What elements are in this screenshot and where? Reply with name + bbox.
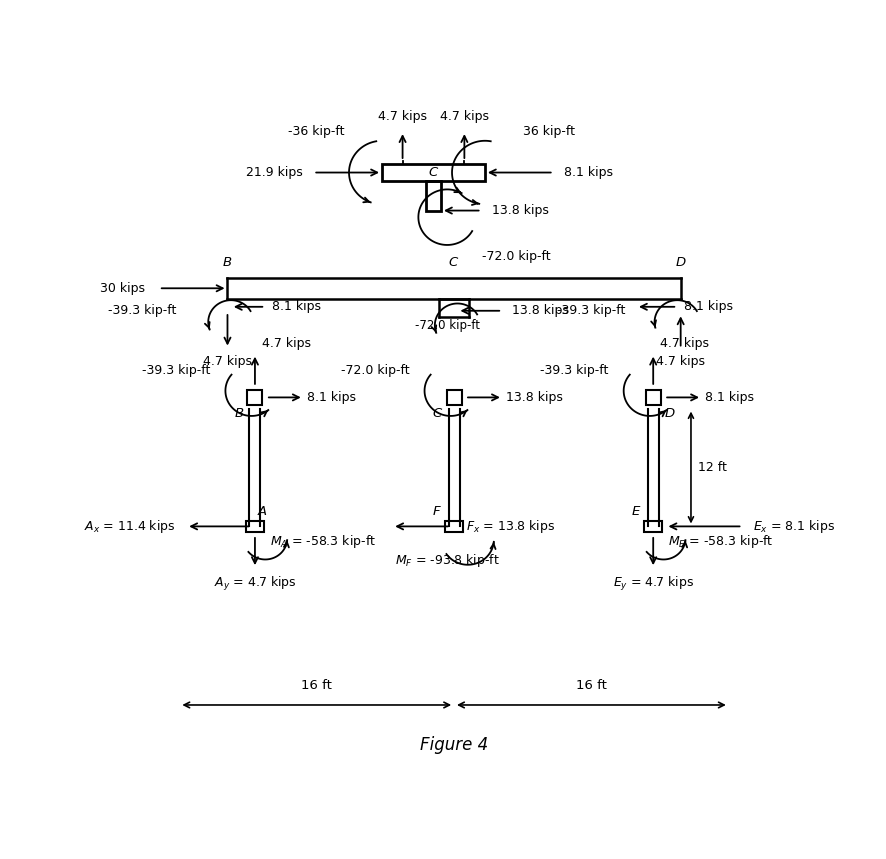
Text: Figure 4: Figure 4 bbox=[420, 735, 488, 753]
Text: $D$: $D$ bbox=[664, 407, 676, 420]
Text: 13.8 kips: 13.8 kips bbox=[492, 204, 548, 217]
Text: -39.3 kip-ft: -39.3 kip-ft bbox=[540, 364, 609, 377]
Bar bbox=[246, 521, 264, 532]
Text: $C$: $C$ bbox=[428, 166, 439, 179]
Bar bbox=[445, 521, 463, 532]
Text: $M_A$ = -58.3 kip-ft: $M_A$ = -58.3 kip-ft bbox=[270, 533, 376, 550]
Text: 13.8 kips: 13.8 kips bbox=[506, 391, 563, 404]
Text: 8.1 kips: 8.1 kips bbox=[705, 391, 754, 404]
Bar bbox=[447, 390, 462, 405]
Text: $E_x$ = 8.1 kips: $E_x$ = 8.1 kips bbox=[753, 518, 835, 535]
Text: $A_x$ = 11.4 kips: $A_x$ = 11.4 kips bbox=[84, 518, 176, 535]
Bar bbox=[247, 390, 262, 405]
Text: $B$: $B$ bbox=[222, 256, 233, 269]
Text: $F$: $F$ bbox=[432, 505, 442, 519]
Text: -36 kip-ft: -36 kip-ft bbox=[288, 125, 344, 138]
Text: 8.1 kips: 8.1 kips bbox=[307, 391, 356, 404]
Text: 4.7 kips: 4.7 kips bbox=[378, 110, 427, 123]
Text: 21.9 kips: 21.9 kips bbox=[246, 166, 303, 179]
Text: 4.7 kips: 4.7 kips bbox=[660, 338, 709, 350]
Text: $E$: $E$ bbox=[631, 505, 641, 519]
Text: 4.7 kips: 4.7 kips bbox=[439, 110, 489, 123]
Text: -39.3 kip-ft: -39.3 kip-ft bbox=[142, 364, 210, 377]
Text: 12 ft: 12 ft bbox=[698, 461, 727, 474]
Text: $M_E$ = -58.3 kip-ft: $M_E$ = -58.3 kip-ft bbox=[668, 533, 773, 550]
Text: 4.7 kips: 4.7 kips bbox=[203, 355, 252, 369]
Text: $E_y$ = 4.7 kips: $E_y$ = 4.7 kips bbox=[612, 575, 694, 593]
Text: 36 kip-ft: 36 kip-ft bbox=[523, 125, 575, 138]
Text: 8.1 kips: 8.1 kips bbox=[272, 301, 321, 314]
Text: 30 kips: 30 kips bbox=[100, 282, 145, 295]
Text: $F_x$ = 13.8 kips: $F_x$ = 13.8 kips bbox=[466, 518, 556, 535]
Bar bbox=[646, 390, 661, 405]
Text: 16 ft: 16 ft bbox=[576, 679, 607, 691]
Text: 16 ft: 16 ft bbox=[301, 679, 332, 691]
Text: $A_y$ = 4.7 kips: $A_y$ = 4.7 kips bbox=[214, 575, 296, 593]
Text: -72.0 kip-ft: -72.0 kip-ft bbox=[415, 319, 479, 332]
Text: -39.3 kip-ft: -39.3 kip-ft bbox=[107, 304, 176, 317]
Text: $C$: $C$ bbox=[431, 407, 443, 420]
Text: -72.0 kip-ft: -72.0 kip-ft bbox=[482, 250, 550, 263]
Text: -72.0 kip-ft: -72.0 kip-ft bbox=[341, 364, 409, 377]
Bar bbox=[382, 164, 485, 180]
Text: $M_F$ = -93.8 kip-ft: $M_F$ = -93.8 kip-ft bbox=[395, 551, 500, 569]
Text: $B$: $B$ bbox=[234, 407, 244, 420]
Bar bbox=[426, 180, 441, 210]
Text: 8.1 kips: 8.1 kips bbox=[684, 301, 733, 314]
Text: $D$: $D$ bbox=[675, 256, 687, 269]
Text: $C$: $C$ bbox=[448, 256, 460, 269]
Text: 13.8 kips: 13.8 kips bbox=[512, 304, 570, 317]
Text: 4.7 kips: 4.7 kips bbox=[262, 338, 311, 350]
Bar bbox=[644, 521, 662, 532]
Text: 8.1 kips: 8.1 kips bbox=[563, 166, 613, 179]
Text: $A$: $A$ bbox=[257, 505, 268, 519]
Text: -39.3 kip-ft: -39.3 kip-ft bbox=[557, 304, 626, 317]
Text: 4.7 kips: 4.7 kips bbox=[657, 355, 705, 369]
